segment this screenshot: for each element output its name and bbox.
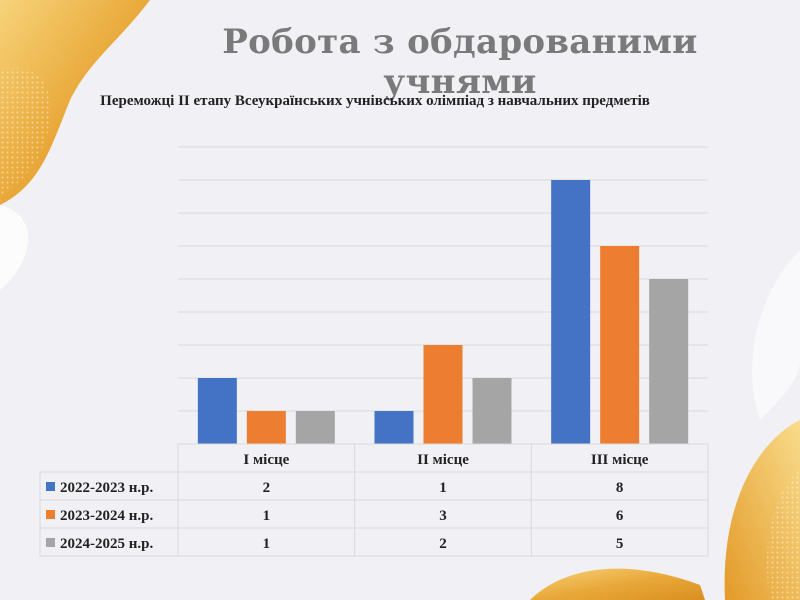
data-value: 1 — [263, 508, 271, 524]
data-value: 1 — [439, 480, 447, 496]
chart-title: Переможці ІІ етапу Всеукраїнських учнівс… — [100, 93, 650, 109]
bar — [551, 180, 591, 444]
legend-swatch — [46, 510, 55, 519]
legend-label: 2022-2023 н.р. — [60, 480, 153, 496]
legend-label: 2023-2024 н.р. — [60, 508, 153, 524]
gold-wave-bottom — [530, 568, 705, 600]
category-label: ІІ місце — [417, 452, 469, 468]
data-value: 3 — [439, 508, 447, 524]
data-value: 5 — [616, 536, 624, 552]
bars — [197, 180, 689, 444]
legend-swatch — [46, 538, 55, 547]
bar — [423, 345, 463, 444]
category-label: ІІІ місце — [591, 452, 649, 468]
slide-title: Робота з обдарованими учнями — [222, 22, 698, 102]
data-value: 6 — [616, 508, 624, 524]
category-label: І місце — [243, 452, 289, 468]
data-value: 8 — [616, 480, 624, 496]
bar — [649, 279, 689, 444]
bar — [600, 246, 640, 444]
bar — [295, 411, 335, 444]
bar — [246, 411, 286, 444]
data-value: 2 — [439, 536, 447, 552]
data-value: 1 — [263, 536, 271, 552]
white-swirl-left — [0, 205, 29, 290]
gold-wave-bottom-right-dots — [766, 470, 800, 600]
bar — [197, 378, 237, 444]
data-value: 2 — [263, 480, 271, 496]
gold-wave-top-left-dots — [0, 67, 51, 195]
legend-label: 2024-2025 н.р. — [60, 536, 153, 552]
data-table: І місце ІІ місце ІІІ місце 2022-2023 н.р. 2 1… — [39, 443, 709, 557]
bar — [374, 411, 414, 444]
legend-swatch — [46, 482, 55, 491]
white-swirl-right — [752, 250, 800, 420]
bar — [472, 378, 512, 444]
